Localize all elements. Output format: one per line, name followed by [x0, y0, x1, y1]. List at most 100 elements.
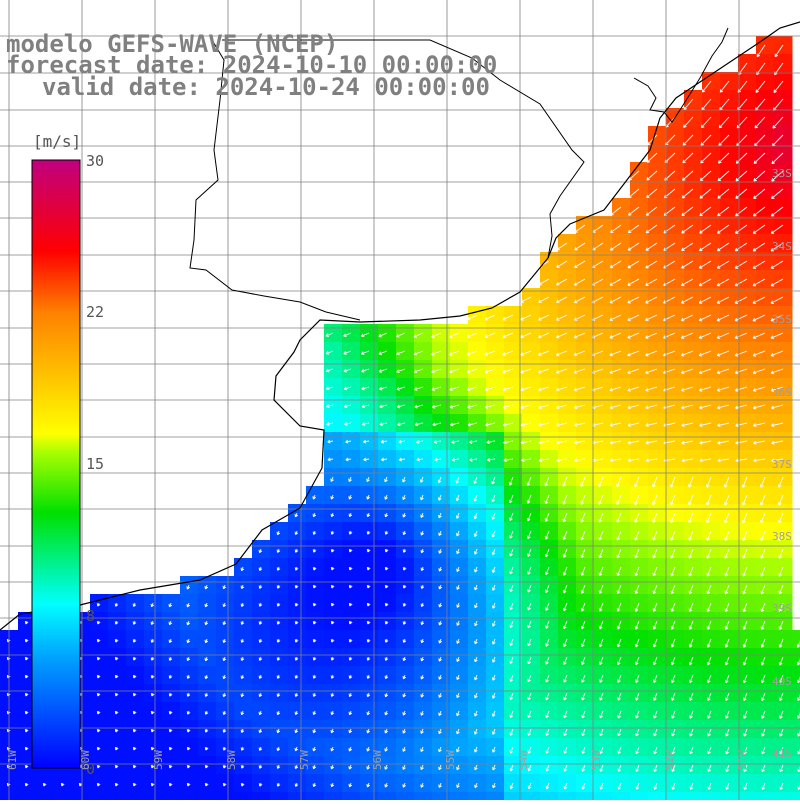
field-cell — [558, 360, 577, 379]
field-cell — [576, 252, 595, 271]
wind-arrow — [438, 746, 442, 753]
field-cell — [774, 324, 793, 343]
field-cell — [630, 162, 649, 181]
field-cell — [486, 792, 505, 805]
wind-arrow — [716, 260, 730, 269]
field-cell — [540, 792, 559, 805]
wind-arrow — [707, 710, 712, 719]
wind-arrow — [653, 710, 658, 719]
field-cell — [756, 162, 775, 181]
wind-arrow — [617, 782, 622, 790]
field-cell — [378, 450, 397, 469]
wind-arrow — [724, 512, 730, 524]
field-cell — [594, 396, 613, 415]
field-cell — [522, 414, 541, 433]
field-cell — [774, 288, 793, 307]
wind-arrow — [771, 152, 784, 165]
wind-arrow — [345, 457, 352, 462]
wind-arrow — [616, 638, 622, 648]
wind-arrow — [438, 692, 442, 698]
wind-arrow — [779, 728, 784, 737]
wind-arrow — [777, 476, 784, 488]
field-cell — [486, 414, 505, 433]
wind-arrow — [384, 674, 389, 680]
field-cell — [774, 216, 793, 235]
field-cell — [360, 342, 379, 361]
wind-arrow — [734, 242, 748, 252]
wind-arrow — [627, 458, 640, 463]
latitude-label: 39S — [772, 602, 792, 615]
field-cell — [378, 432, 397, 451]
wind-arrow — [610, 206, 622, 216]
wind-arrow — [312, 638, 317, 643]
field-cell — [54, 792, 73, 805]
wind-arrow — [689, 692, 694, 701]
wind-arrow — [114, 638, 119, 643]
field-cell — [720, 306, 739, 325]
wind-arrow — [432, 422, 442, 427]
field-cell — [756, 216, 775, 235]
field-cell — [612, 396, 631, 415]
wind-arrow — [402, 674, 407, 680]
wind-arrow — [634, 566, 640, 577]
wind-arrow — [527, 548, 532, 557]
wind-arrow — [348, 692, 353, 697]
field-cell — [468, 414, 487, 433]
wind-arrow — [725, 728, 730, 737]
wind-arrow — [771, 188, 784, 200]
field-cell — [792, 738, 800, 757]
wind-arrow — [628, 170, 640, 181]
field-cell — [666, 198, 685, 217]
wind-arrow — [699, 422, 712, 427]
wind-arrow — [186, 674, 191, 679]
wind-arrow — [456, 602, 460, 608]
wind-arrow — [24, 710, 29, 715]
wind-arrow — [556, 422, 568, 427]
wind-arrow — [717, 224, 730, 234]
field-cell — [738, 252, 757, 271]
wind-arrow — [168, 692, 173, 697]
field-cell — [774, 792, 793, 805]
field-cell — [720, 252, 739, 271]
field-cell — [558, 252, 577, 271]
wind-arrow — [653, 746, 658, 755]
colorbar-unit: [m/s] — [33, 132, 81, 151]
field-cell — [360, 378, 379, 397]
field-cell — [522, 360, 541, 379]
field-cell — [216, 792, 235, 805]
wind-arrow — [706, 656, 712, 666]
wind-arrow — [670, 512, 676, 524]
wind-arrow — [627, 350, 640, 357]
field-cell — [738, 396, 757, 415]
wind-arrow — [396, 386, 406, 391]
field-cell — [504, 306, 523, 325]
wind-arrow — [635, 782, 640, 790]
wind-arrow — [683, 116, 694, 128]
wind-arrow — [455, 494, 460, 502]
field-cell — [774, 378, 793, 397]
field-cell — [270, 792, 289, 805]
field-cell — [774, 360, 793, 379]
wind-arrow — [718, 116, 730, 129]
field-cell — [558, 288, 577, 307]
wind-arrow — [681, 224, 694, 234]
wind-arrow — [414, 422, 424, 427]
wind-arrow — [627, 332, 640, 339]
wind-arrow — [466, 368, 478, 374]
wind-arrow — [348, 674, 353, 679]
wind-arrow — [670, 602, 676, 612]
field-cell — [666, 324, 685, 343]
wind-arrow — [574, 440, 586, 445]
wind-arrow — [778, 512, 784, 524]
field-cell — [306, 792, 325, 805]
wind-arrow — [474, 566, 478, 573]
wind-arrow — [671, 710, 676, 719]
wind-arrow — [312, 710, 317, 716]
field-cell — [774, 450, 793, 469]
field-cell — [630, 306, 649, 325]
wind-arrow — [132, 692, 137, 697]
wind-arrow — [348, 584, 353, 589]
wind-arrow — [276, 548, 281, 553]
field-cell — [540, 306, 559, 325]
wind-arrow — [752, 296, 766, 304]
